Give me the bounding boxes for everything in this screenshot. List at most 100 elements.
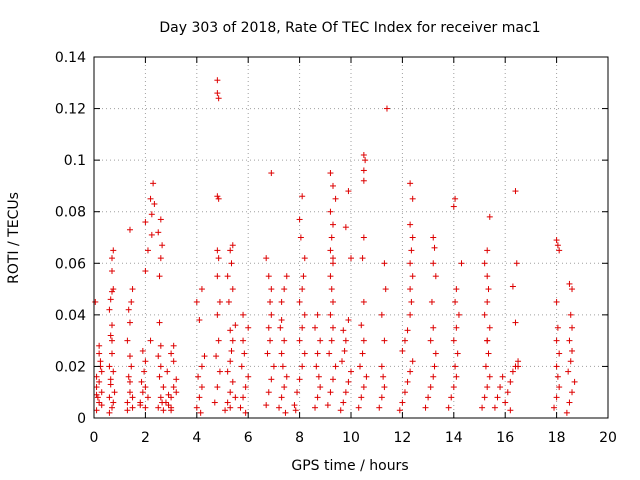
- data-point: [125, 306, 132, 313]
- data-point: [124, 407, 131, 414]
- data-point: [124, 399, 131, 406]
- data-point: [569, 389, 576, 396]
- data-point: [312, 404, 319, 411]
- data-point: [453, 324, 460, 331]
- data-point: [453, 373, 460, 380]
- data-point: [108, 255, 115, 262]
- data-point: [407, 311, 414, 318]
- data-point: [401, 389, 408, 396]
- data-point: [296, 376, 303, 383]
- data-point: [173, 389, 180, 396]
- data-point: [277, 324, 284, 331]
- data-point: [157, 394, 164, 401]
- data-point: [296, 337, 303, 344]
- data-point: [342, 389, 349, 396]
- data-point: [227, 389, 234, 396]
- data-point: [340, 399, 347, 406]
- data-point: [96, 399, 103, 406]
- data-point: [165, 391, 172, 398]
- data-point: [238, 363, 245, 370]
- data-point: [569, 324, 576, 331]
- data-point: [448, 394, 455, 401]
- data-point: [292, 407, 299, 414]
- data-point: [265, 389, 272, 396]
- data-point: [330, 324, 337, 331]
- data-point: [485, 286, 492, 293]
- data-point: [93, 407, 100, 414]
- data-point: [242, 409, 249, 416]
- data-point: [198, 384, 205, 391]
- data-point: [228, 347, 235, 354]
- data-point: [106, 409, 113, 416]
- data-point: [267, 337, 274, 344]
- x-tick-label: 10: [342, 430, 360, 446]
- data-point: [425, 394, 432, 401]
- data-point: [129, 394, 136, 401]
- data-point: [509, 283, 516, 290]
- data-point: [157, 363, 164, 370]
- data-point: [409, 358, 416, 365]
- data-point: [165, 402, 172, 409]
- data-point: [94, 394, 101, 401]
- data-point: [241, 350, 248, 357]
- data-point: [168, 394, 175, 401]
- data-point: [279, 363, 286, 370]
- data-point: [228, 260, 235, 267]
- data-point: [328, 337, 335, 344]
- y-axis-label: ROTI / TECUs: [6, 192, 22, 284]
- data-point: [513, 260, 520, 267]
- data-point: [341, 347, 348, 354]
- x-tick-label: 4: [192, 430, 201, 446]
- data-point: [358, 394, 365, 401]
- x-axis-label: GPS time / hours: [291, 458, 408, 474]
- data-point: [356, 363, 363, 370]
- x-tick-label: 8: [295, 430, 304, 446]
- data-point: [330, 298, 337, 305]
- data-point: [173, 376, 180, 383]
- data-point: [363, 373, 370, 380]
- data-point: [381, 384, 388, 391]
- data-point: [155, 404, 162, 411]
- data-point: [245, 373, 252, 380]
- data-point: [245, 324, 252, 331]
- data-point: [569, 347, 576, 354]
- data-point: [240, 311, 247, 318]
- data-point: [312, 324, 319, 331]
- data-point: [214, 77, 221, 84]
- data-point: [458, 260, 465, 267]
- data-point: [360, 234, 367, 241]
- y-tick-label: 0.08: [55, 205, 86, 221]
- data-point: [296, 298, 303, 305]
- data-point: [407, 260, 414, 267]
- data-point: [482, 363, 489, 370]
- data-point: [556, 350, 563, 357]
- data-point: [484, 298, 491, 305]
- data-point: [107, 332, 114, 339]
- data-point: [242, 384, 249, 391]
- data-point: [227, 358, 234, 365]
- data-point: [276, 404, 283, 411]
- data-point: [126, 226, 133, 233]
- data-point: [428, 298, 435, 305]
- data-point: [360, 177, 367, 184]
- data-point: [499, 373, 506, 380]
- data-point: [567, 358, 574, 365]
- data-point: [108, 322, 115, 329]
- data-point: [299, 363, 306, 370]
- data-point: [268, 170, 275, 177]
- data-point: [378, 363, 385, 370]
- x-tick-label: 6: [244, 430, 253, 446]
- data-point: [108, 337, 115, 344]
- data-point: [481, 260, 488, 267]
- data-point: [170, 358, 177, 365]
- data-point: [486, 324, 493, 331]
- data-point: [92, 298, 99, 305]
- data-point: [553, 394, 560, 401]
- axis-ticks: [93, 56, 609, 419]
- data-point: [360, 151, 367, 158]
- data-point: [170, 342, 177, 349]
- data-point: [358, 322, 365, 329]
- y-tick-label: 0: [77, 411, 86, 427]
- data-point: [566, 280, 573, 287]
- data-point: [479, 404, 486, 411]
